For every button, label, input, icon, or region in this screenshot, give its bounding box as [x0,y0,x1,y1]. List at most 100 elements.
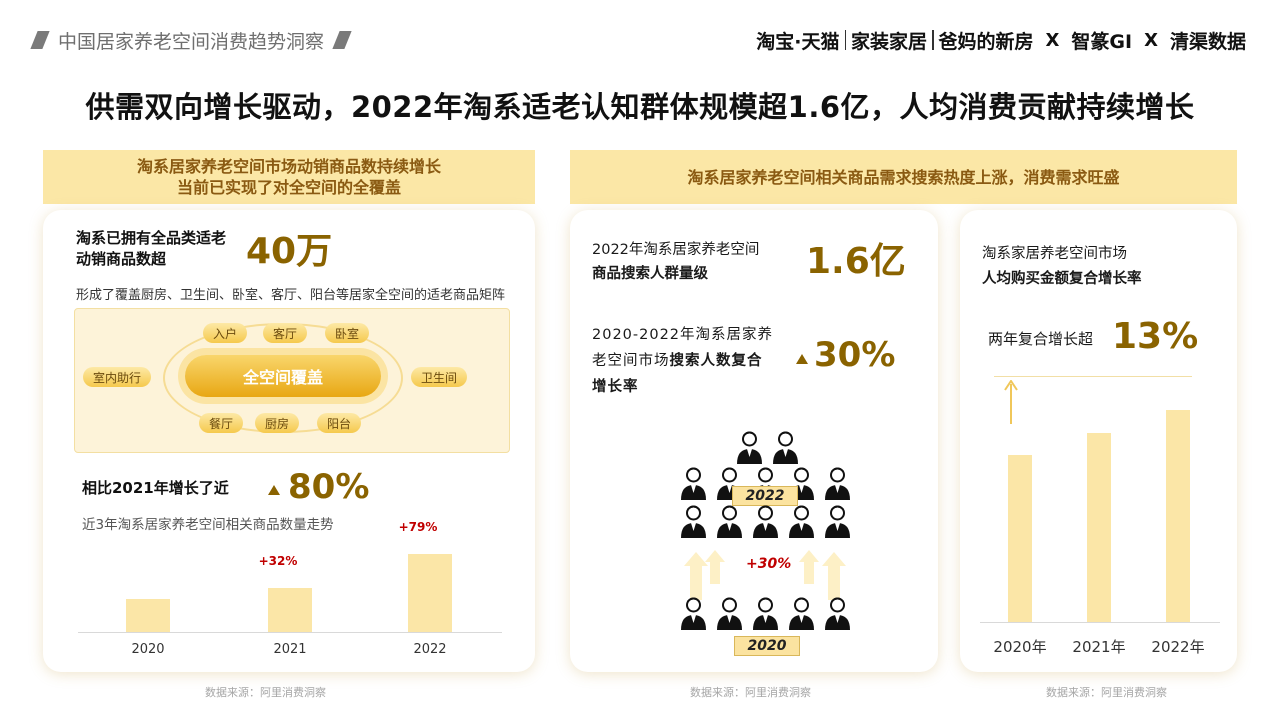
space-kitchen: 厨房 [255,413,300,433]
product-count-label: 淘系已拥有全品类适老 动销商品数超 [76,228,226,270]
chart-bar [126,598,170,632]
brand-gi: 智篆GI [1071,30,1133,53]
space-indoor-walking-aid: 室内助行 [83,367,152,387]
bar-growth-label: +32% [258,554,298,569]
chart-bar [268,588,312,632]
search-cagr-value: 30% [814,335,896,375]
x-axis-tick-label: 2022 [413,642,447,657]
search-population-line1: 2022年淘系居家养老空间 [592,242,760,258]
brand-x: X [1045,29,1060,51]
space-bathroom: 卫生间 [411,367,468,387]
left-banner-line2: 当前已实现了对全空间的全覆盖 [176,178,401,197]
person-icon [737,431,762,464]
left-banner-line1: 淘系居家养老空间市场动销商品数持续增长 [136,157,441,176]
person-icon [825,505,850,538]
right-source: 数据来源：阿里消费洞察 [1046,686,1167,699]
chart-baseline [78,632,502,633]
person-icon [773,431,798,464]
person-icon [681,597,706,630]
person-icon [753,505,778,538]
space-dining-room: 餐厅 [199,413,244,433]
search-cagr-line1: 2020-2022年淘系居家养 [592,327,774,343]
growth-label: 相比2021年增长了近 [82,479,229,497]
left-chart-title: 近3年淘系居家养老空间相关商品数量走势 [82,517,334,533]
brand-home-furnishing: 家装家居 [851,30,928,53]
per-capita-title-line2: 人均购买金额复合增长率 [982,271,1142,287]
search-cagr-line2a: 老空间市场 [592,353,670,369]
search-cagr-line3: 增长率 [592,379,639,395]
chart-bar [1008,455,1032,622]
chart-bar [1166,410,1190,622]
person-icon [681,467,706,500]
brand-taobao-tmall: 淘宝·天猫 [756,30,840,53]
space-bedroom: 卧室 [325,323,370,343]
per-capita-title: 淘系家居养老空间市场 人均购买金额复合增长率 [982,242,1142,292]
bar-growth-label: +79% [398,520,438,534]
center-pill: 全空间覆盖 [185,355,381,397]
search-population-label: 2022年淘系居家养老空间 商品搜索人群量级 [592,238,759,286]
space-entry: 入户 [203,323,248,343]
up-triangle-icon [796,354,808,364]
person-icon [789,597,814,630]
middle-source: 数据来源：阿里消费洞察 [690,686,811,699]
slash-decoration [332,31,352,49]
space-living-room: 客厅 [263,323,308,343]
person-icon [717,505,742,538]
brand-divider [932,30,934,50]
growth-value: 80% [288,467,370,507]
people-illustration: 2022 +30% 2020 [676,426,856,662]
chart-bar [1087,433,1111,622]
x-axis-tick-label: 2021 [273,642,307,657]
search-population-value: 1.6亿 [806,241,906,282]
slash-decoration [30,31,50,49]
person-icon [789,505,814,538]
people-row [680,504,860,538]
person-icon [717,597,742,630]
x-axis-tick-label: 2020年 [993,638,1047,656]
search-cagr-line2: 老空间市场搜索人数复合 [592,348,773,374]
up-triangle-icon [268,485,280,495]
x-axis-tick-label: 2022年 [1151,638,1205,656]
search-cagr-label: 2020-2022年淘系居家养 老空间市场搜索人数复合 增长率 [592,322,773,400]
cagr-value: 13% [1112,316,1199,357]
coverage-description: 形成了覆盖厨房、卫生间、卧室、客厅、阳台等居家全空间的适老商品矩阵 [76,288,506,303]
x-axis-tick-label: 2020 [131,642,165,657]
person-icon [681,505,706,538]
chart-bar [408,554,452,632]
people-row [736,430,808,464]
increase-label: +30% [746,556,792,572]
chart-baseline [980,622,1220,623]
brand-x: X [1144,29,1158,51]
brand-qingqu: 清渠数据 [1169,30,1246,53]
year-tag-2022: 2022 [732,486,798,506]
left-source: 数据来源：阿里消费洞察 [205,686,326,699]
brand-divider [844,30,846,50]
year-tag-2020: 2020 [734,636,800,656]
per-capita-title-line1: 淘系家居养老空间市场 [982,246,1127,262]
cagr-label: 两年复合增长超 [988,330,1094,348]
x-axis-tick-label: 2021年 [1072,638,1126,656]
brand-parents-new-home: 爸妈的新房 [938,30,1034,53]
page-headline: 供需双向增长驱动，2022年淘系适老认知群体规模超1.6亿，人均消费贡献持续增长 [85,90,1195,124]
product-count-value: 40万 [246,231,333,272]
person-icon [825,467,850,500]
growth-stat: 80% [268,470,369,504]
person-icon [825,597,850,630]
report-header: 中国居家养老空间消费趋势洞察 [30,26,352,54]
person-icon [753,597,778,630]
search-population-line2: 商品搜索人群量级 [592,266,708,282]
people-row [680,596,860,630]
search-cagr-line2b: 搜索人数复合 [669,353,763,369]
per-capita-chart: 2020年 2021年 2022年 [980,400,1220,662]
product-count-label-line2: 动销商品数超 [76,250,167,268]
up-arrow-icon [1004,380,1018,424]
search-cagr-stat: 30% [796,338,895,372]
right-banner: 淘系居家养老空间相关商品需求搜索热度上涨，消费需求旺盛 [570,150,1237,204]
growth-arrows-icon [684,550,846,600]
product-count-chart: 2020 2021 +32% 2022 +79% [78,520,502,666]
product-count-label-line1: 淘系已拥有全品类适老 [76,229,227,247]
brand-logos: 淘宝·天猫 家装家居 爸妈的新房 X 智篆GI X 清渠数据 [756,24,1246,56]
space-coverage-diagram: 全空间覆盖 入户 客厅 卧室 室内助行 卫生间 餐厅 厨房 阳台 [74,308,510,453]
left-banner: 淘系居家养老空间市场动销商品数持续增长 当前已实现了对全空间的全覆盖 [43,150,535,204]
space-balcony: 阳台 [317,413,362,433]
